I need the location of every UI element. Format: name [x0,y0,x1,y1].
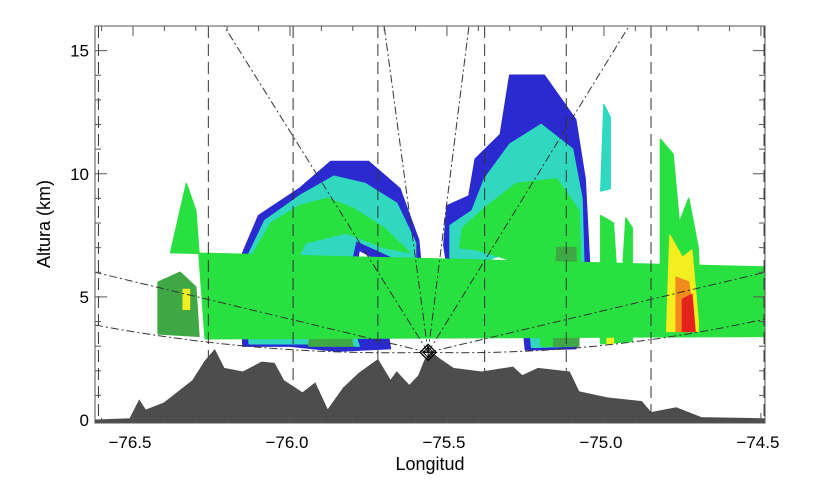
plot-content [95,26,765,423]
x-tick-label: −76.0 [265,433,308,452]
axes: −76.5 −76.0 −75.5 −75.0 −74.5 0 5 10 15 [70,25,779,452]
x-tick-label: −75.5 [422,433,465,452]
radar-echo-red [681,293,696,333]
y-tick-label: 0 [80,411,89,430]
beam-line [428,271,765,353]
x-axis-title: Longitud [395,454,464,474]
plot-frame [94,25,766,424]
radar-marker-icon [419,343,438,362]
radar-echo-yellow [182,288,191,310]
x-tick-label: −74.5 [736,433,779,452]
y-axis-title: Altura (km) [34,180,54,268]
terrain-profile [95,348,765,423]
beam-line [95,271,429,353]
x-tick-label: −75.0 [579,433,622,452]
plot-area [95,26,765,423]
beam-line [427,26,470,353]
beam-line [383,26,429,353]
radar-echo-green [169,182,765,340]
radar-echo-dark_green [157,271,200,338]
beam-line [223,26,429,353]
y-tick-label: 15 [70,42,89,61]
y-tick-label: 5 [80,288,89,307]
lowest-beam-line [95,318,765,354]
radar-echo-cyan [600,104,611,192]
x-tick-label: −76.5 [108,433,151,452]
radar-diamond [419,343,438,362]
y-tick-label: 10 [70,165,89,184]
